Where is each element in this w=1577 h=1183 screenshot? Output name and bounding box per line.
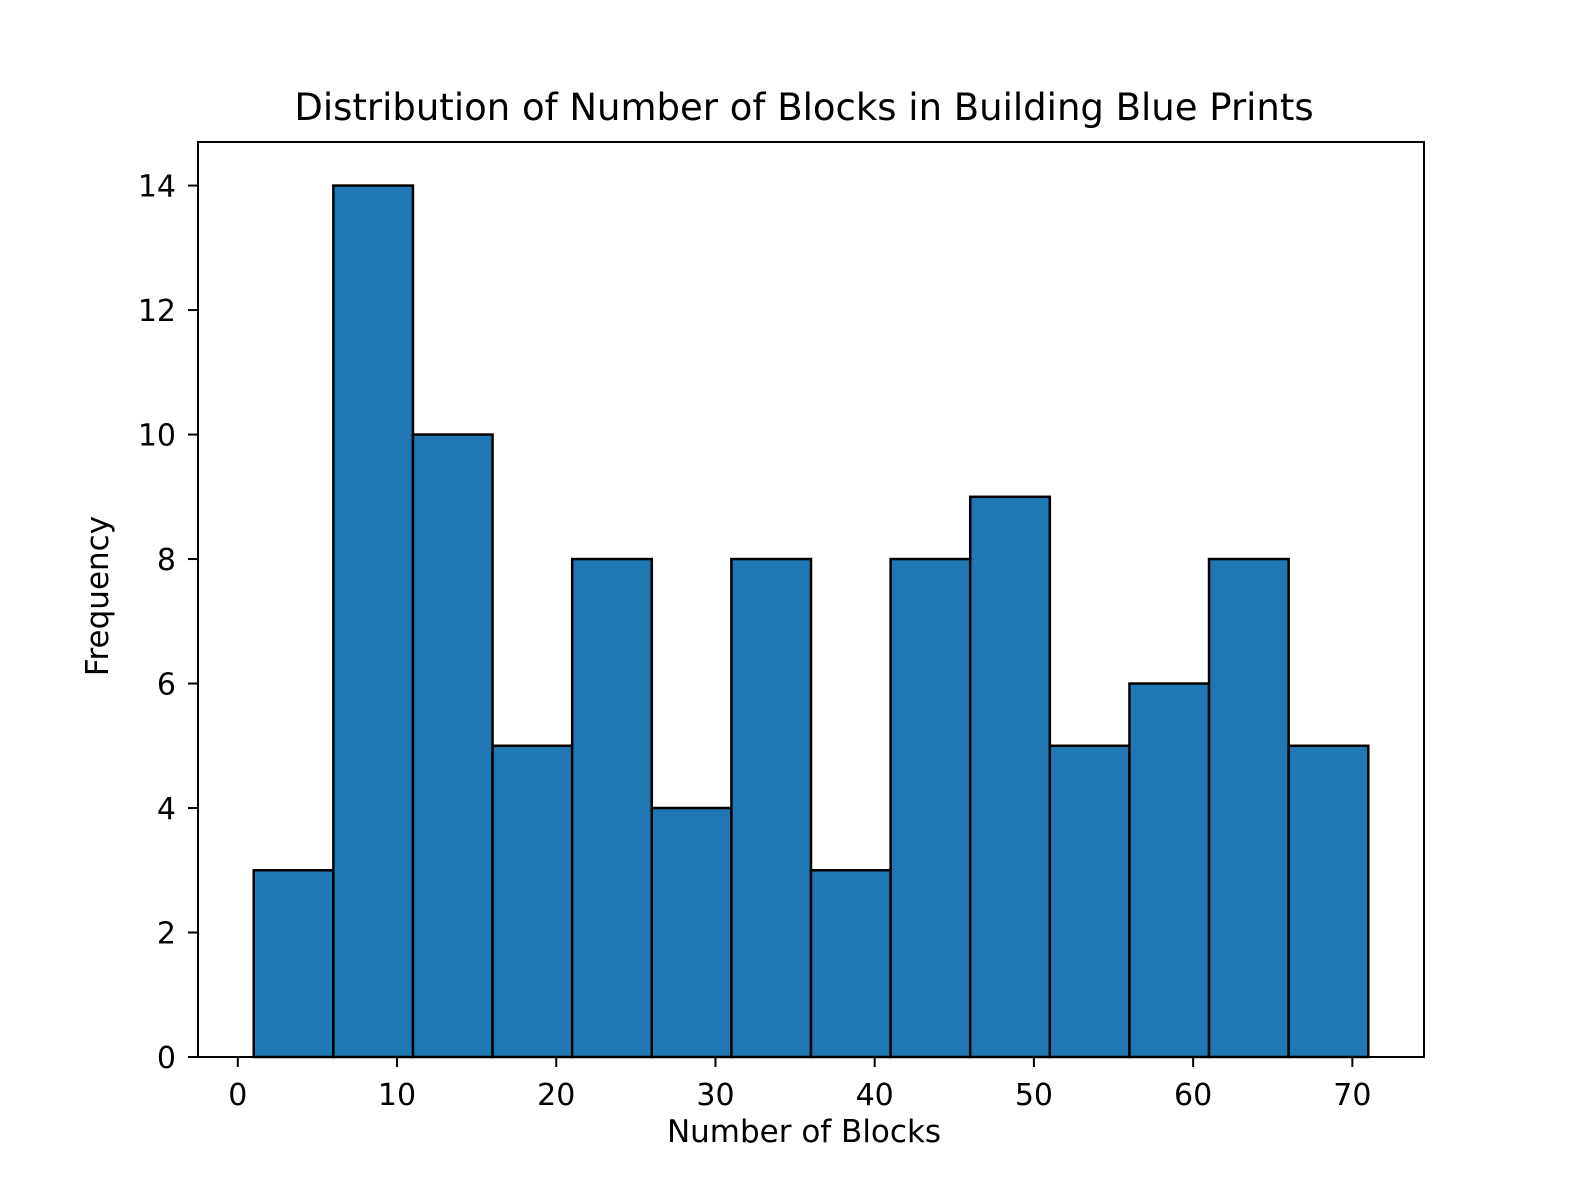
x-ticks-group: 0 10 20 30 40 50 60 70 <box>228 1057 1371 1113</box>
axes-frame <box>197 141 1425 1058</box>
bars-group <box>252 184 1370 1059</box>
y-tick-label: 12 <box>138 294 176 329</box>
histogram-bar <box>411 433 494 1059</box>
y-tick-label: 2 <box>157 917 176 952</box>
x-tick-label: 30 <box>696 1078 734 1113</box>
y-tick-label: 4 <box>157 792 176 827</box>
histogram-bar <box>332 184 415 1059</box>
x-tick-label: 40 <box>856 1078 894 1113</box>
histogram-bar <box>570 557 654 1059</box>
histogram-bar <box>889 557 972 1059</box>
chart-title: Distribution of Number of Blocks in Buil… <box>294 86 1313 129</box>
y-axis-label: Frequency <box>80 516 116 676</box>
x-tick-label: 10 <box>378 1078 416 1113</box>
y-tick-label: 10 <box>138 419 176 454</box>
y-tick-label: 8 <box>157 543 176 578</box>
x-axis-label: Number of Blocks <box>667 1114 941 1150</box>
histogram-bar <box>1287 744 1370 1059</box>
histogram-bar <box>1207 557 1290 1059</box>
histogram-bar <box>968 495 1052 1059</box>
y-tick-label: 14 <box>138 170 176 205</box>
x-tick-label: 70 <box>1333 1078 1371 1113</box>
histogram-bar <box>252 869 335 1059</box>
y-tick-label: 0 <box>157 1041 176 1076</box>
histogram-bar <box>650 806 733 1059</box>
y-tick-label: 6 <box>157 668 176 703</box>
histogram-bar <box>809 869 892 1059</box>
histogram-bar <box>491 744 574 1059</box>
y-ticks-group: 0 2 4 6 8 10 12 14 <box>138 170 198 1076</box>
histogram-bar <box>1048 744 1131 1059</box>
x-tick-label: 60 <box>1174 1078 1212 1113</box>
x-tick-label: 20 <box>537 1078 575 1113</box>
histogram-bar <box>1128 682 1211 1059</box>
x-tick-label: 50 <box>1015 1078 1053 1113</box>
x-tick-label: 0 <box>228 1078 247 1113</box>
histogram-bar <box>730 557 813 1059</box>
